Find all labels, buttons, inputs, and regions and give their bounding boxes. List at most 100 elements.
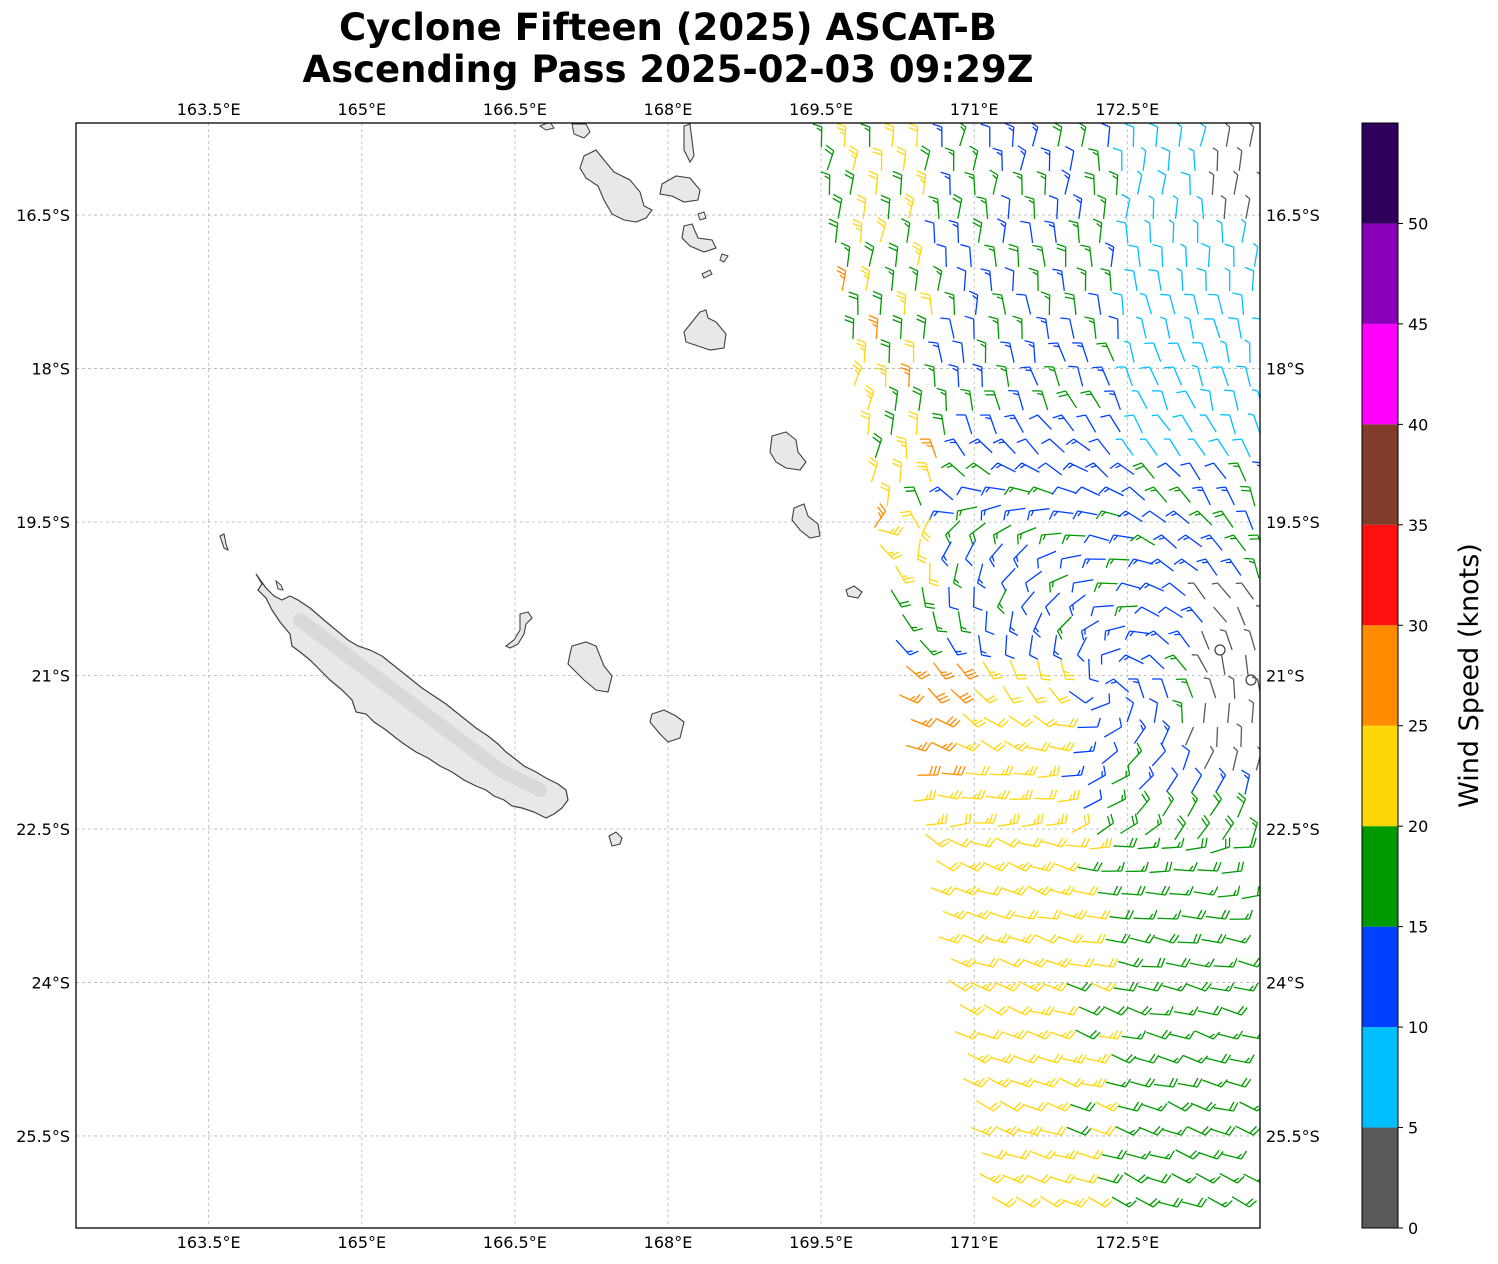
- wind-barb-staff: [1173, 654, 1187, 671]
- wind-barb-feather: [1140, 885, 1146, 896]
- wind-barb-staff: [1040, 1195, 1058, 1208]
- wind-barb-feather: [1124, 934, 1131, 944]
- wind-barb: [1071, 579, 1094, 593]
- wind-barb-feather: [1241, 489, 1251, 492]
- wind-barb: [933, 265, 943, 291]
- wind-barb-feather: [1048, 789, 1054, 800]
- wind-barb-feather: [1247, 413, 1254, 416]
- wind-barb-feather: [1020, 366, 1030, 369]
- wind-barb-feather: [1176, 1198, 1184, 1208]
- wind-barb-feather: [1113, 741, 1119, 752]
- wind-barb-feather: [1236, 365, 1246, 368]
- wind-barb-feather: [912, 390, 922, 396]
- wind-barb-feather: [1252, 837, 1257, 848]
- wind-barb-feather: [985, 1125, 993, 1134]
- wind-barb-staff: [1235, 1125, 1254, 1136]
- wind-barb-feather: [1021, 862, 1029, 870]
- wind-barb-feather: [1198, 123, 1207, 128]
- lat-tick-label-left: 22.5°S: [16, 820, 70, 839]
- wind-barb: [1038, 532, 1062, 545]
- wind-barb-feather: [1052, 789, 1058, 800]
- wind-barb-feather: [1100, 268, 1110, 272]
- wind-barb: [1204, 462, 1227, 480]
- wind-barb: [1056, 616, 1072, 640]
- wind-barb-feather: [1003, 486, 1011, 496]
- wind-barb: [1113, 837, 1138, 848]
- wind-barb-feather: [1108, 246, 1114, 252]
- wind-barb-feather: [1044, 742, 1051, 752]
- wind-barb: [1048, 342, 1066, 362]
- wind-barb: [964, 315, 975, 340]
- wind-barb-feather: [1252, 1127, 1260, 1136]
- wind-barb-feather: [1171, 512, 1177, 517]
- wind-barb-staff: [1244, 654, 1249, 675]
- wind-barb-staff: [1001, 567, 1016, 584]
- wind-barb-feather: [1128, 837, 1134, 848]
- wind-barb-staff: [994, 982, 1014, 992]
- wind-barb-feather: [1040, 813, 1044, 824]
- wind-barb: [1160, 293, 1176, 315]
- wind-barb-feather: [1236, 885, 1241, 896]
- wind-barb-feather: [973, 743, 981, 752]
- wind-barb: [1090, 693, 1111, 711]
- wind-barb-staff: [913, 798, 934, 802]
- wind-barb-feather: [1056, 1125, 1063, 1135]
- wind-barb-staff: [1126, 702, 1135, 723]
- wind-barb-feather: [1164, 1153, 1170, 1159]
- wind-barb: [980, 504, 1001, 521]
- wind-barb: [1256, 171, 1260, 175]
- wind-barb-feather: [868, 318, 878, 324]
- wind-barb-feather: [1028, 1079, 1036, 1088]
- colorbar-tick-label: 45: [1408, 315, 1428, 334]
- wind-barb-feather: [973, 217, 983, 224]
- wind-barb-staff: [1113, 390, 1122, 411]
- wind-barb: [1085, 909, 1111, 920]
- wind-barb-feather: [1009, 981, 1017, 990]
- wind-barb-feather: [865, 241, 875, 248]
- wind-barb-feather: [1161, 1029, 1168, 1039]
- wind-barb: [1220, 654, 1226, 675]
- wind-barb-feather: [1073, 1056, 1079, 1062]
- wind-barb: [990, 1053, 1016, 1064]
- wind-barb-feather: [913, 693, 921, 702]
- wind-barb-feather: [992, 813, 998, 824]
- wind-barb-feather: [812, 123, 822, 128]
- wind-barb: [1255, 746, 1260, 771]
- wind-barb-feather: [1168, 1077, 1175, 1087]
- wind-barb-feather: [1112, 175, 1118, 180]
- wind-barb-staff: [1157, 270, 1162, 291]
- wind-barb: [879, 544, 903, 560]
- wind-barb-feather: [1080, 1199, 1088, 1208]
- wind-barb-feather: [1144, 486, 1154, 492]
- wind-barb: [1061, 765, 1085, 778]
- wind-barb: [1225, 934, 1252, 944]
- wind-barb: [1129, 933, 1156, 944]
- wind-barb-feather: [966, 671, 977, 677]
- wind-barb-feather: [1068, 1174, 1076, 1184]
- wind-barb: [950, 688, 975, 704]
- wind-barb: [1048, 574, 1069, 593]
- wind-barb-feather: [1220, 1053, 1228, 1063]
- wind-barb-staff: [933, 222, 936, 244]
- wind-barb-feather: [973, 1006, 982, 1014]
- wind-barb-feather: [1088, 319, 1095, 324]
- wind-barb-feather: [1172, 1078, 1179, 1088]
- wind-barb-feather: [884, 266, 894, 272]
- wind-barb-feather: [1020, 793, 1026, 800]
- wind-barb-feather: [925, 717, 933, 726]
- wind-barb-feather: [1000, 368, 1007, 372]
- wind-barb-feather: [1061, 699, 1071, 704]
- wind-barb-feather: [1081, 1125, 1089, 1134]
- wind-barb: [1029, 1005, 1055, 1016]
- wind-barb-staff: [1182, 750, 1191, 771]
- wind-barb-staff: [953, 438, 966, 456]
- wind-barb-staff: [1161, 174, 1167, 195]
- wind-barb-staff: [1133, 270, 1138, 291]
- wind-barb: [1228, 317, 1242, 339]
- wind-barb-feather: [1056, 1200, 1066, 1208]
- wind-barb-staff: [984, 610, 988, 632]
- wind-barb-staff: [1223, 198, 1227, 219]
- wind-barb-feather: [992, 147, 1002, 152]
- wind-barb-staff: [1066, 1126, 1086, 1136]
- wind-barb-feather: [1061, 1101, 1069, 1110]
